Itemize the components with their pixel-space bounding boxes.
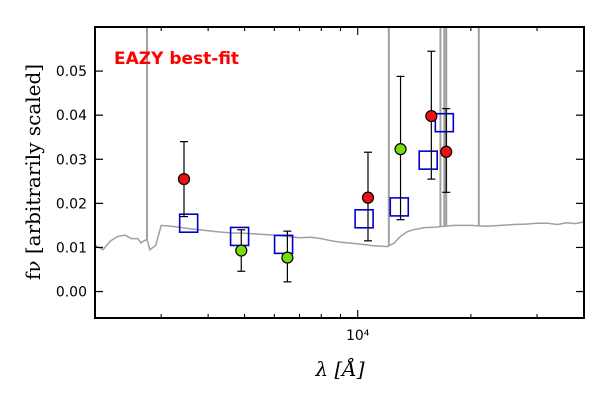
model-square-point: [434, 112, 455, 133]
plot-frame: [94, 26, 585, 319]
y-tick-label: 0.04: [56, 108, 87, 124]
plot-area: [95, 27, 584, 283]
y-tick-label: 0.01: [56, 240, 87, 256]
template-spectrum-line: [95, 221, 584, 251]
model-square-point: [273, 234, 294, 255]
green-data-point: [235, 244, 248, 257]
green-data-point: [281, 251, 294, 264]
model-square-point: [354, 208, 374, 229]
red-data-point: [177, 173, 191, 186]
red-data-point: [361, 191, 375, 204]
y-axis-label: fν [arbitrarily scaled]: [21, 64, 45, 280]
model-square-point: [178, 213, 199, 234]
model-square-point: [418, 150, 438, 170]
x-tick-label: 10⁴: [346, 328, 370, 344]
green-data-point: [394, 143, 407, 156]
model-square-point: [389, 197, 410, 217]
x-axis-label: λ [Å]: [314, 356, 364, 381]
annotation-label: EAZY best-fit: [114, 49, 239, 69]
y-tick-label: 0.05: [56, 64, 87, 80]
y-tick-label: 0.03: [56, 152, 87, 168]
y-tick-label: 0.00: [56, 285, 87, 301]
red-data-point: [440, 145, 453, 158]
red-data-point: [425, 109, 438, 123]
y-tick-label: 0.02: [56, 196, 87, 212]
axis-ticks: 0.00 0.01 0.02 0.03 0.04 0.05 10⁴: [56, 27, 585, 344]
